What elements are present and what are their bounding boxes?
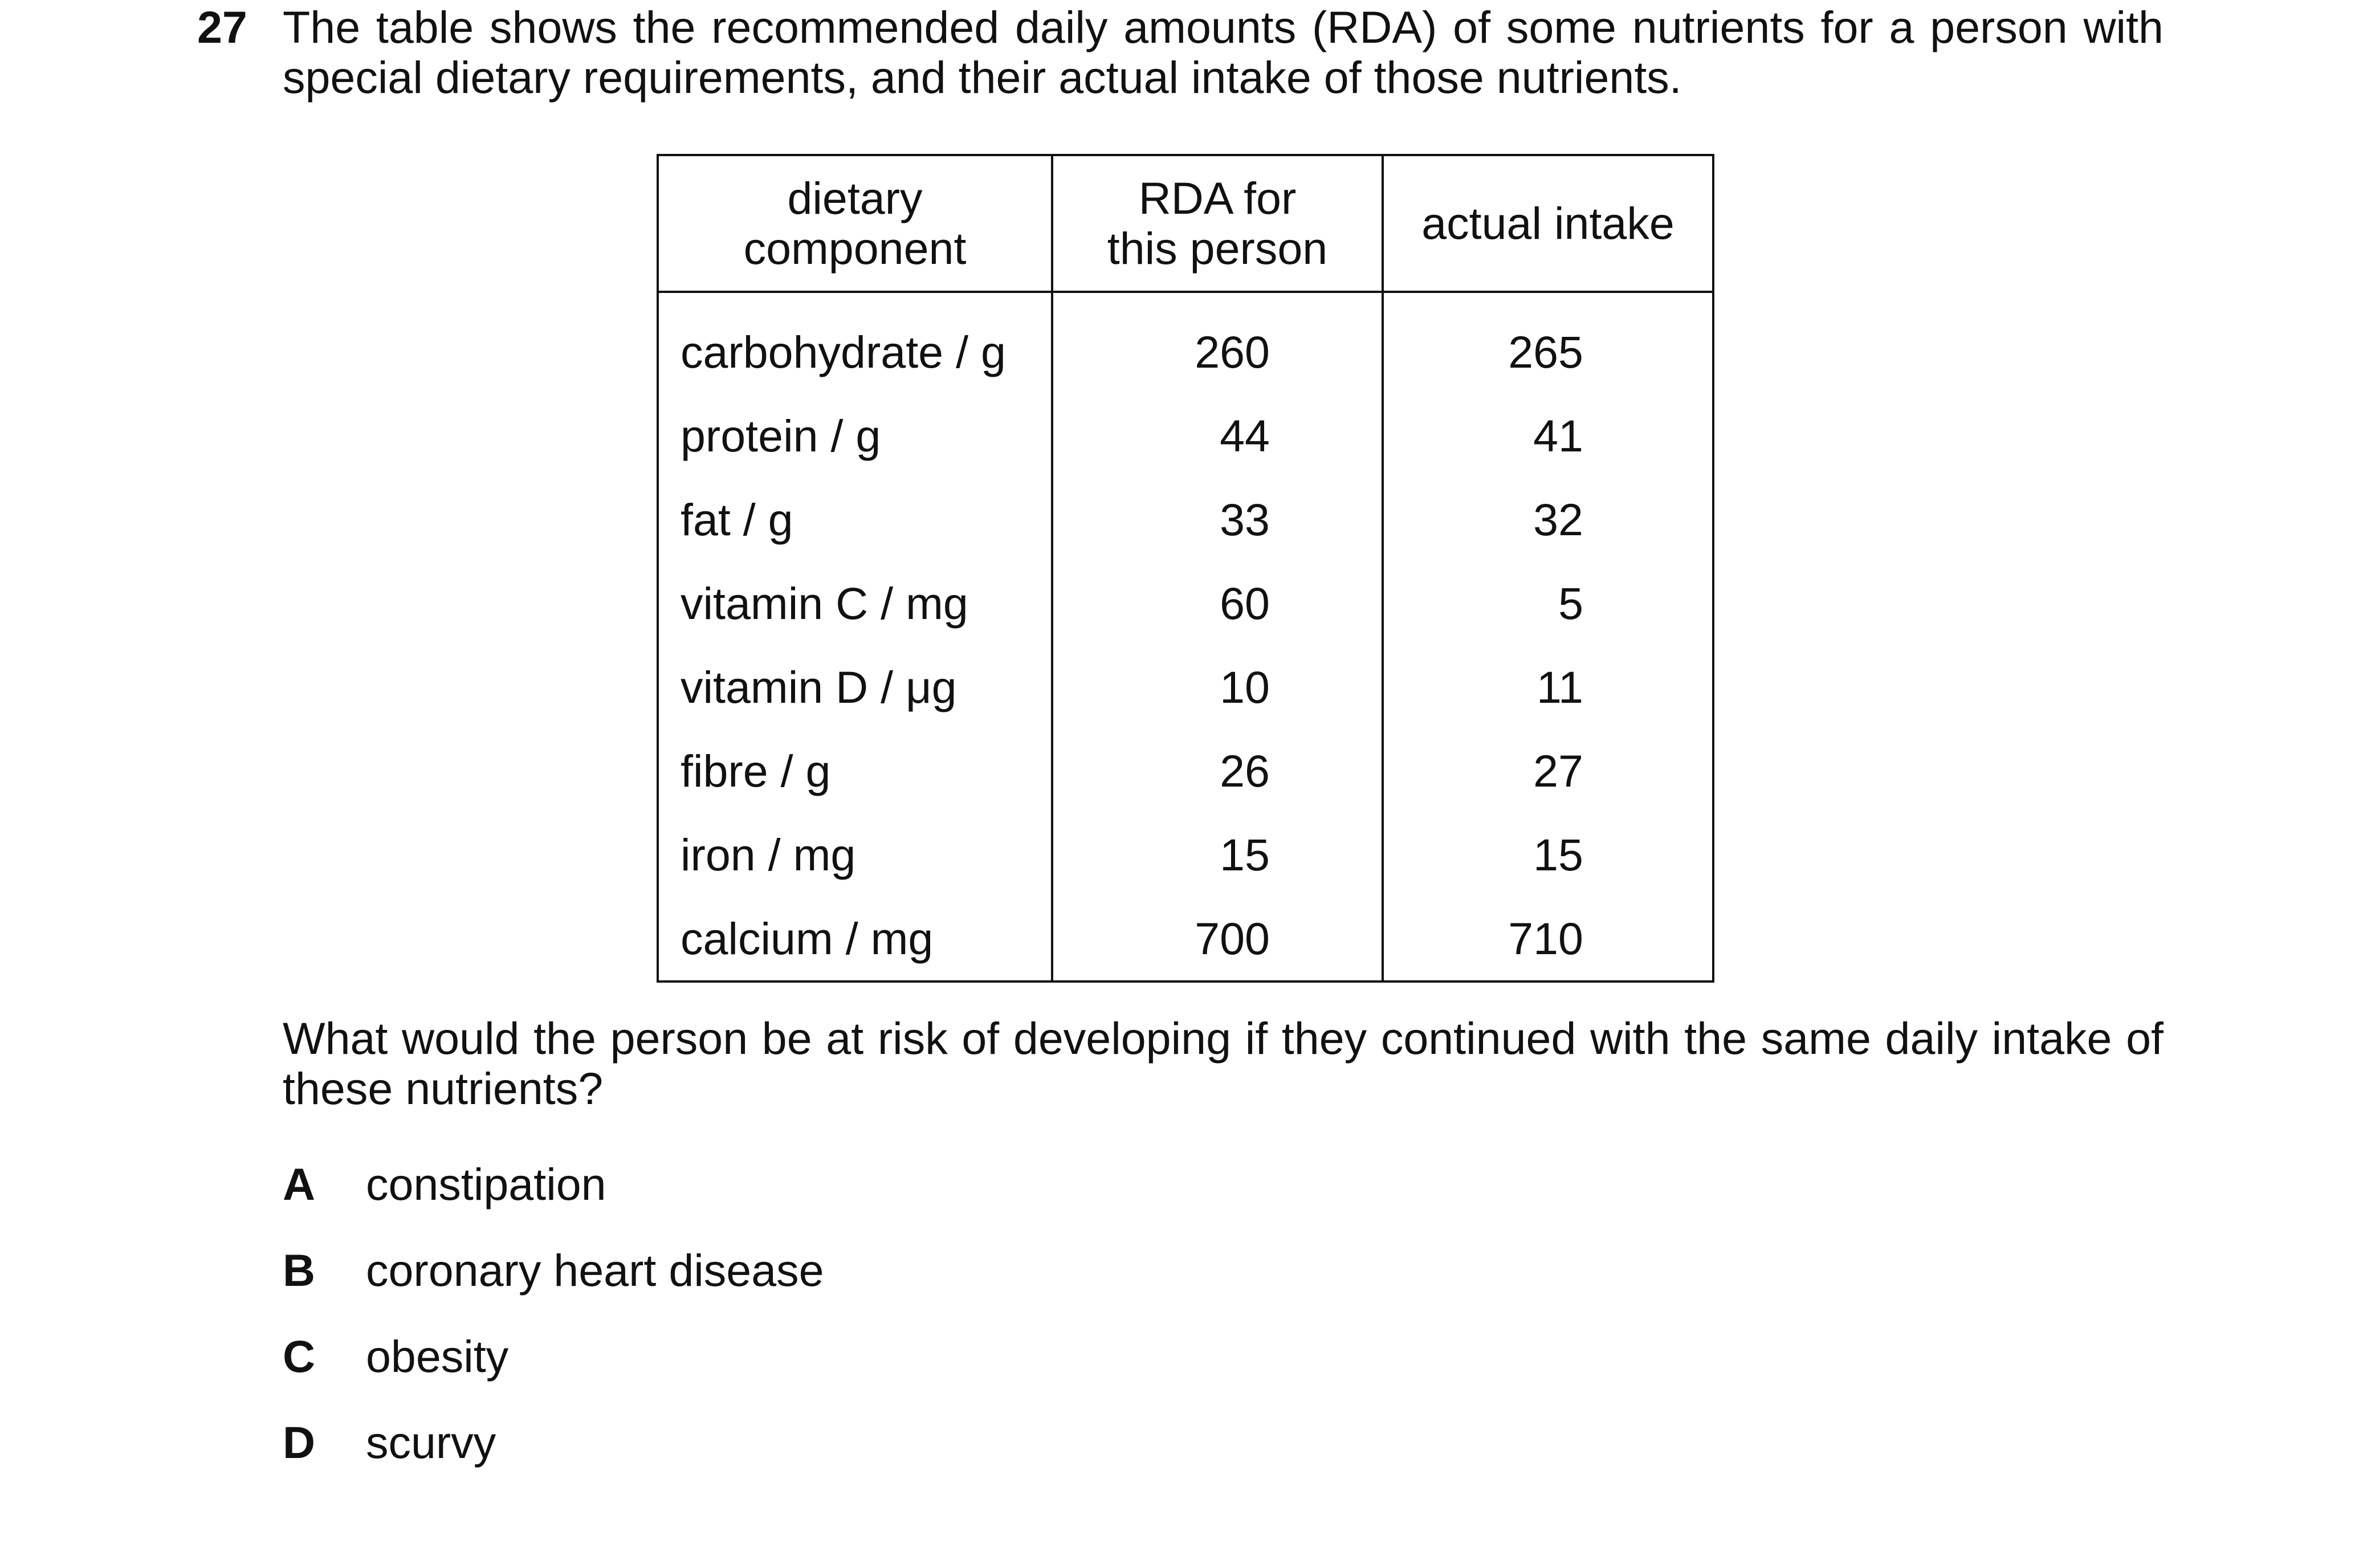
header-rda: RDA for this person xyxy=(1051,154,1384,293)
actual-cell: 32 xyxy=(1382,478,1714,561)
table-row: carbohydrate / g 260 265 xyxy=(657,292,1714,394)
rda-cell: 260 xyxy=(1051,292,1384,394)
table-row: fat / g 33 32 xyxy=(657,478,1714,561)
question-number: 27 xyxy=(197,2,247,52)
rda-cell: 10 xyxy=(1051,645,1384,729)
actual-value: 15 xyxy=(1533,829,1583,880)
actual-value: 27 xyxy=(1533,746,1583,796)
actual-cell: 265 xyxy=(1382,292,1714,394)
actual-value: 265 xyxy=(1508,327,1583,377)
option-letter: C xyxy=(283,1331,316,1382)
rda-cell: 33 xyxy=(1051,478,1384,561)
nutrient-table: dietary component RDA for this person ac… xyxy=(657,154,1714,983)
actual-cell: 41 xyxy=(1382,394,1714,478)
table-row: iron / mg 15 15 xyxy=(657,813,1714,897)
option-text: scurvy xyxy=(366,1417,496,1468)
component-cell: fat / g xyxy=(657,478,1053,561)
actual-cell: 27 xyxy=(1382,729,1714,813)
rda-cell: 44 xyxy=(1051,394,1384,478)
option-text: constipation xyxy=(366,1159,606,1209)
option-text: coronary heart disease xyxy=(366,1245,824,1296)
rda-value: 26 xyxy=(1220,746,1270,796)
rda-value: 60 xyxy=(1220,578,1270,629)
table-header-row: dietary component RDA for this person ac… xyxy=(657,154,1714,293)
table-row: vitamin C / mg 60 5 xyxy=(657,561,1714,645)
component-cell: iron / mg xyxy=(657,813,1053,897)
component-cell: vitamin C / mg xyxy=(657,561,1053,645)
option-letter: B xyxy=(283,1245,316,1296)
table-row: calcium / mg 700 710 xyxy=(657,897,1714,983)
rda-value: 15 xyxy=(1220,829,1270,880)
actual-value: 41 xyxy=(1533,410,1583,461)
actual-value: 11 xyxy=(1536,662,1583,712)
header-dietary-component: dietary component xyxy=(657,154,1053,293)
component-cell: vitamin D / μg xyxy=(657,645,1053,729)
rda-cell: 700 xyxy=(1051,897,1384,983)
actual-value: 32 xyxy=(1533,494,1583,545)
rda-value: 260 xyxy=(1195,327,1270,377)
actual-cell: 15 xyxy=(1382,813,1714,897)
rda-value: 10 xyxy=(1220,662,1270,712)
header-component-line1: dietary xyxy=(787,173,923,223)
actual-value: 710 xyxy=(1508,913,1583,964)
header-actual-intake: actual intake xyxy=(1382,154,1714,293)
rda-value: 44 xyxy=(1220,410,1270,461)
component-cell: calcium / mg xyxy=(657,897,1053,983)
option-letter: A xyxy=(283,1159,316,1209)
rda-cell: 15 xyxy=(1051,813,1384,897)
rda-cell: 60 xyxy=(1051,561,1384,645)
table-row: protein / g 44 41 xyxy=(657,394,1714,478)
actual-cell: 11 xyxy=(1382,645,1714,729)
table-row: fibre / g 26 27 xyxy=(657,729,1714,813)
question-stem: The table shows the recommended daily am… xyxy=(283,2,2163,103)
option-text: obesity xyxy=(366,1331,509,1382)
rda-cell: 26 xyxy=(1051,729,1384,813)
table-row: vitamin D / μg 10 11 xyxy=(657,645,1714,729)
question-prompt: What would the person be at risk of deve… xyxy=(283,1013,2163,1114)
actual-cell: 5 xyxy=(1382,561,1714,645)
component-cell: fibre / g xyxy=(657,729,1053,813)
actual-value: 5 xyxy=(1558,578,1583,629)
rda-value: 700 xyxy=(1195,913,1270,964)
header-rda-line2: this person xyxy=(1107,223,1328,274)
component-cell: protein / g xyxy=(657,394,1053,478)
option-letter: D xyxy=(283,1417,316,1468)
rda-value: 33 xyxy=(1220,494,1270,545)
header-component-line2: component xyxy=(743,223,967,274)
header-rda-line1: RDA for xyxy=(1138,173,1297,223)
actual-cell: 710 xyxy=(1382,897,1714,983)
component-cell: carbohydrate / g xyxy=(657,292,1053,394)
